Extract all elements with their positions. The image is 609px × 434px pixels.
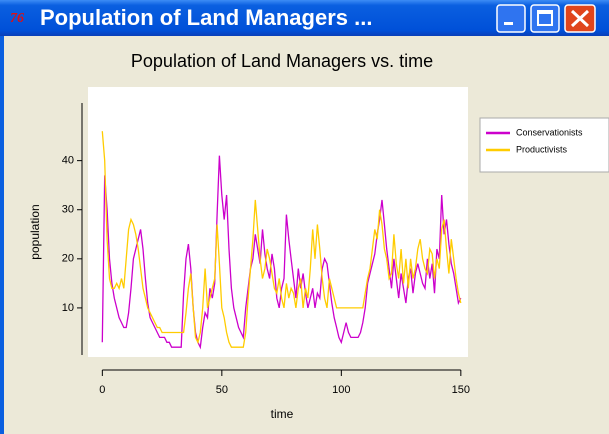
legend	[479, 117, 609, 173]
legend-label: Conservationists	[516, 127, 583, 137]
series-line	[101, 155, 462, 350]
maximize-button[interactable]	[530, 4, 560, 33]
x-axis-label: time	[271, 407, 294, 421]
minimize-button[interactable]	[496, 4, 526, 33]
y-tick-label: 20	[62, 253, 74, 265]
x-tick-label: 100	[332, 384, 350, 396]
window-title: Population of Land Managers ...	[40, 5, 372, 30]
series-line	[101, 131, 462, 348]
close-button[interactable]	[564, 4, 596, 33]
legend-label: Productivists	[516, 144, 568, 154]
window-border	[0, 36, 4, 434]
plot-area	[88, 87, 468, 357]
y-tick-label: 40	[62, 155, 74, 167]
x-tick-label: 50	[216, 384, 228, 396]
chart-title: Population of Land Managers vs. time	[131, 51, 433, 71]
y-tick-label: 10	[62, 302, 74, 314]
app-icon: 76	[10, 11, 24, 26]
x-tick-label: 150	[452, 384, 470, 396]
y-axis-label: population	[28, 204, 42, 259]
y-tick-label: 30	[62, 204, 74, 216]
x-tick-label: 0	[99, 384, 105, 396]
